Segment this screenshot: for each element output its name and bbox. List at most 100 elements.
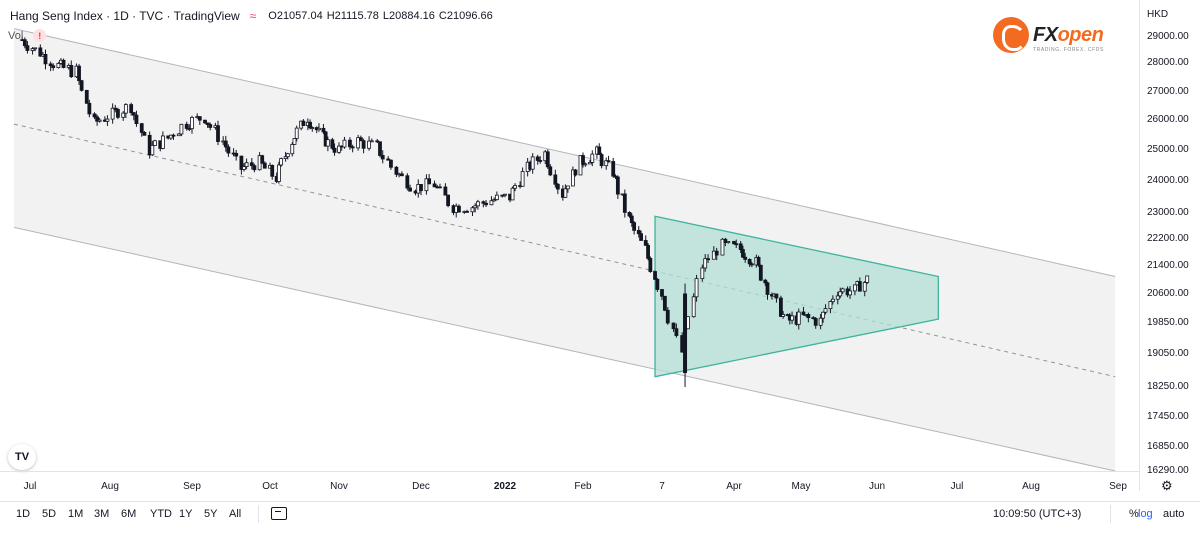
candle[interactable] [310, 126, 315, 132]
tradingview-logo-icon[interactable]: TV [8, 444, 36, 470]
candle[interactable] [116, 107, 120, 120]
candle[interactable] [153, 139, 157, 146]
candle[interactable] [758, 264, 763, 282]
candle[interactable] [123, 103, 128, 119]
candle[interactable] [325, 136, 330, 152]
channel-fill[interactable] [14, 28, 1116, 471]
candle[interactable] [865, 275, 870, 285]
candle[interactable] [840, 287, 845, 295]
candle[interactable] [489, 196, 494, 206]
candle[interactable] [419, 184, 423, 196]
volume-label[interactable]: Vol [8, 29, 24, 42]
timeframe-button[interactable]: 6M [121, 508, 137, 520]
candle[interactable] [632, 221, 637, 235]
candle[interactable] [465, 209, 469, 213]
candle[interactable] [811, 316, 816, 320]
candle[interactable] [399, 171, 404, 177]
candle[interactable] [578, 155, 583, 176]
candle[interactable] [796, 308, 801, 330]
candle[interactable] [590, 150, 595, 167]
symbol-title[interactable]: Hang Seng Index · 1D · TVC · TradingView [10, 9, 240, 23]
candle[interactable] [427, 173, 432, 185]
candle[interactable] [208, 122, 213, 131]
time-axis[interactable] [0, 471, 1139, 492]
candle[interactable] [358, 135, 363, 142]
candle[interactable] [33, 47, 38, 52]
candle[interactable] [655, 277, 660, 292]
candle[interactable] [599, 152, 604, 169]
candle[interactable] [513, 183, 517, 192]
candle[interactable] [801, 306, 806, 316]
candle[interactable] [853, 284, 857, 296]
candle[interactable] [481, 200, 486, 208]
candle[interactable] [738, 241, 743, 254]
candle[interactable] [720, 237, 725, 256]
candle[interactable] [700, 264, 705, 282]
plot-area[interactable] [0, 0, 1139, 471]
candle[interactable] [790, 311, 794, 324]
candle[interactable] [828, 300, 833, 314]
candle[interactable] [290, 142, 295, 157]
candle[interactable] [252, 163, 257, 173]
candle[interactable] [646, 243, 650, 261]
candle[interactable] [838, 287, 843, 299]
percent-toggle[interactable]: % [1129, 508, 1139, 520]
candle[interactable] [330, 137, 335, 150]
timeframe-button[interactable]: 1M [68, 508, 84, 520]
gear-icon[interactable]: ⚙ [1161, 478, 1173, 493]
candle[interactable] [386, 156, 391, 161]
channel-lower-line[interactable] [13, 226, 1116, 471]
currency-label[interactable]: HKD [1147, 9, 1169, 20]
candle[interactable] [756, 255, 761, 267]
candle[interactable] [356, 134, 361, 151]
candle[interactable] [408, 184, 412, 192]
candle[interactable] [765, 281, 770, 300]
candle[interactable] [857, 277, 862, 292]
candle[interactable] [105, 115, 110, 126]
candle[interactable] [389, 159, 393, 170]
candle[interactable] [394, 165, 399, 178]
candle[interactable] [150, 140, 155, 157]
candle[interactable] [337, 142, 341, 154]
candle[interactable] [470, 206, 475, 217]
candle[interactable] [566, 185, 570, 193]
candle[interactable] [583, 162, 588, 167]
candle[interactable] [627, 211, 632, 218]
candle[interactable] [369, 138, 374, 143]
candle[interactable] [84, 89, 89, 104]
candle[interactable] [134, 110, 139, 127]
candle[interactable] [432, 180, 437, 188]
triangle-shape[interactable] [654, 215, 939, 378]
candle[interactable] [283, 151, 288, 162]
candle[interactable] [763, 278, 768, 286]
candle[interactable] [597, 143, 602, 155]
candle[interactable] [747, 258, 752, 268]
candle[interactable] [121, 111, 126, 121]
candle[interactable] [734, 239, 739, 249]
candle[interactable] [492, 197, 497, 202]
candle[interactable] [25, 41, 30, 54]
timeframe-button[interactable]: 5Y [204, 508, 218, 520]
candle[interactable] [438, 183, 442, 189]
compare-icon[interactable]: ≈ [249, 9, 257, 23]
candle[interactable] [129, 102, 134, 116]
candle[interactable] [749, 262, 754, 268]
candle[interactable] [818, 314, 823, 330]
candle[interactable] [176, 133, 181, 137]
timeframe-button[interactable]: 5D [42, 508, 57, 520]
candle[interactable] [476, 199, 480, 210]
candle[interactable] [223, 135, 228, 152]
log-toggle[interactable]: log [1138, 508, 1153, 520]
candle[interactable] [226, 144, 231, 157]
candle[interactable] [95, 114, 99, 126]
candle[interactable] [588, 159, 592, 165]
candle[interactable] [545, 149, 550, 169]
candle[interactable] [234, 149, 239, 161]
candle[interactable] [691, 293, 696, 318]
candle[interactable] [190, 115, 194, 134]
candle[interactable] [171, 133, 176, 140]
candle[interactable] [779, 295, 783, 318]
candle[interactable] [262, 161, 267, 169]
candle[interactable] [622, 189, 627, 218]
candle[interactable] [285, 152, 290, 160]
